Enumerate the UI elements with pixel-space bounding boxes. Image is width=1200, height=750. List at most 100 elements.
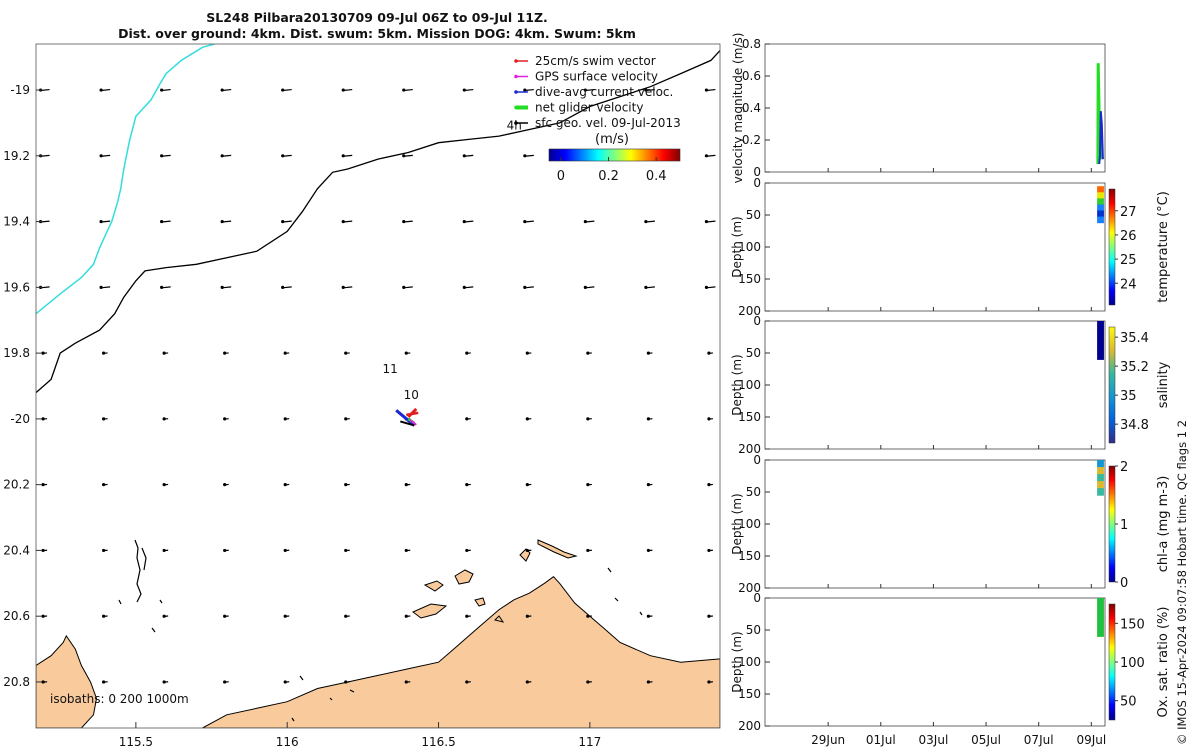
sfc-velocity-arrowhead	[344, 351, 348, 355]
profile-cell	[1097, 481, 1104, 489]
island-outline	[118, 539, 163, 633]
profile-cell	[1097, 467, 1104, 475]
y-tick-label: 50	[746, 623, 761, 637]
sfc-velocity-arrowhead	[102, 548, 106, 553]
sfc-velocity-arrowhead	[402, 154, 406, 158]
legend-entry: net glider velocity	[535, 101, 643, 115]
map-annotation: 11	[382, 362, 397, 376]
sfc-velocity-arrowhead	[283, 548, 287, 553]
sfc-velocity-arrowhead	[283, 351, 287, 355]
sfc-velocity-arrowhead	[160, 154, 164, 158]
depth-profile-panel: 0 50 100 150 200 Depth (m) 0 1 2 chl-a (mg m-3)	[730, 453, 1171, 595]
swim-vector	[406, 411, 419, 417]
y-tick-label: 50	[746, 208, 761, 222]
sfc-velocity-arrowhead	[223, 351, 227, 355]
sfc-velocity-arrowhead	[404, 680, 408, 684]
legend-swatch-head	[514, 105, 518, 110]
sfc-velocity-arrowhead	[465, 483, 469, 487]
sfc-velocity-arrowhead	[644, 219, 648, 224]
isobath-1000m	[36, 44, 215, 315]
sfc-velocity-arrowhead	[41, 417, 45, 421]
map-annotation: 4h	[507, 119, 522, 133]
sfc-velocity-arrowhead	[281, 219, 285, 224]
sfc-velocity-arrowhead	[102, 483, 106, 487]
profile-cell	[1097, 192, 1104, 199]
sfc-velocity-arrowhead	[283, 680, 287, 684]
y-axis-label: Depth (m)	[730, 354, 744, 415]
land-layer	[36, 576, 720, 728]
sfc-velocity-arrowhead	[220, 88, 224, 92]
profile-cell	[1097, 460, 1104, 468]
profile-cell	[1097, 216, 1104, 224]
colorbar-tick-label: 2	[1120, 460, 1128, 475]
sfc-velocity-arrowhead	[646, 351, 650, 355]
sfc-velocity-arrowhead	[281, 154, 285, 158]
y-tick-label: 0	[753, 314, 761, 328]
colorbar-gradient	[1108, 603, 1116, 721]
y-tick-label: 0.4	[742, 101, 761, 115]
sfc-velocity-arrowhead	[646, 483, 650, 487]
sfc-velocity-arrowhead	[344, 417, 348, 421]
profile-cell	[1097, 186, 1104, 193]
sfc-velocity-arrowhead	[223, 483, 227, 487]
colorbar-units: (m/s)	[595, 132, 629, 147]
sfc-velocity-arrowhead	[707, 548, 711, 553]
colorbar-tick-label: 100	[1120, 656, 1145, 671]
sfc-velocity-arrowhead	[162, 614, 166, 618]
gps-velocity-vector	[409, 419, 417, 426]
y-tick-label: 0	[753, 591, 761, 605]
sfc-velocity-arrowhead	[220, 219, 224, 224]
y-tick-label: 200	[738, 442, 761, 456]
profile-cell	[1097, 210, 1104, 218]
colorbar-label: Ox. sat. ratio (%)	[1156, 607, 1171, 718]
sfc-velocity-arrowhead	[41, 548, 45, 553]
y-tick-label: 0.2	[742, 133, 761, 147]
credit-text: © IMOS 15-Apr-2024 09:07:58 Hobart time.…	[1175, 420, 1189, 745]
x-tick-label: 03Jul	[919, 733, 949, 747]
sfc-velocity-arrowhead	[404, 483, 408, 487]
sfc-velocity-arrowhead	[525, 680, 529, 684]
sfc-velocity-arrowhead	[402, 219, 406, 224]
sfc-velocity-arrowhead	[523, 219, 527, 224]
legend-entry: dive-avg current veloc.	[535, 85, 673, 99]
velocity-series-line	[1098, 111, 1104, 165]
colorbar-label: chl-a (mg m-3)	[1156, 476, 1171, 573]
sfc-velocity-arrowhead	[704, 154, 709, 158]
sfc-velocity-arrowhead	[404, 351, 408, 355]
map-annotations: 4h 11 10	[382, 119, 521, 403]
sfc-velocity-arrowhead	[99, 88, 103, 92]
y-tick-label: 19.2	[3, 149, 30, 163]
track-segment	[400, 420, 415, 427]
colorbar-tick-label: 50	[1120, 695, 1137, 710]
sfc-velocity-arrowhead	[646, 417, 650, 421]
colorbar-tick-label: 34.8	[1120, 418, 1149, 433]
y-tick-label: 200	[738, 719, 761, 733]
y-tick-label: 0.8	[742, 37, 761, 51]
profile-cell	[1097, 204, 1104, 212]
sfc-velocity-arrowhead	[404, 614, 408, 618]
panel-frame	[764, 459, 1106, 589]
sfc-velocity-arrowhead	[462, 88, 466, 92]
sfc-velocity-arrowhead	[162, 351, 166, 355]
sfc-velocity-arrowhead	[462, 285, 466, 289]
y-tick-label: 150	[738, 687, 761, 701]
y-tick-label: 0	[753, 453, 761, 467]
y-tick-label: 100	[738, 240, 761, 254]
map-axis-ticks: 115.5 116 116.5 117 -19 19.2 19.4 19.6 19.8 -20 20…	[3, 83, 601, 749]
sfc-velocity-arrowhead	[583, 285, 587, 289]
y-tick-label: 19.8	[3, 346, 30, 360]
sfc-velocity-arrowhead	[162, 483, 166, 487]
sfc-velocity-arrowhead	[583, 219, 587, 224]
sfc-velocity-arrowhead	[162, 417, 166, 421]
sfc-velocity-arrowhead	[525, 417, 529, 421]
legend-swatch-head	[514, 90, 518, 94]
panel-frame	[764, 320, 1106, 450]
y-tick-label: -20	[10, 412, 30, 426]
panel-frame	[764, 597, 1106, 727]
y-axis-label: Depth (m)	[730, 216, 744, 277]
sfc-velocity-arrowhead	[220, 285, 224, 289]
y-tick-label: 19.6	[3, 280, 30, 294]
depth-profile-panel: 0 50 100 150 200 Depth (m) 34.8 35 35.2 35.4 salin…	[730, 314, 1171, 456]
